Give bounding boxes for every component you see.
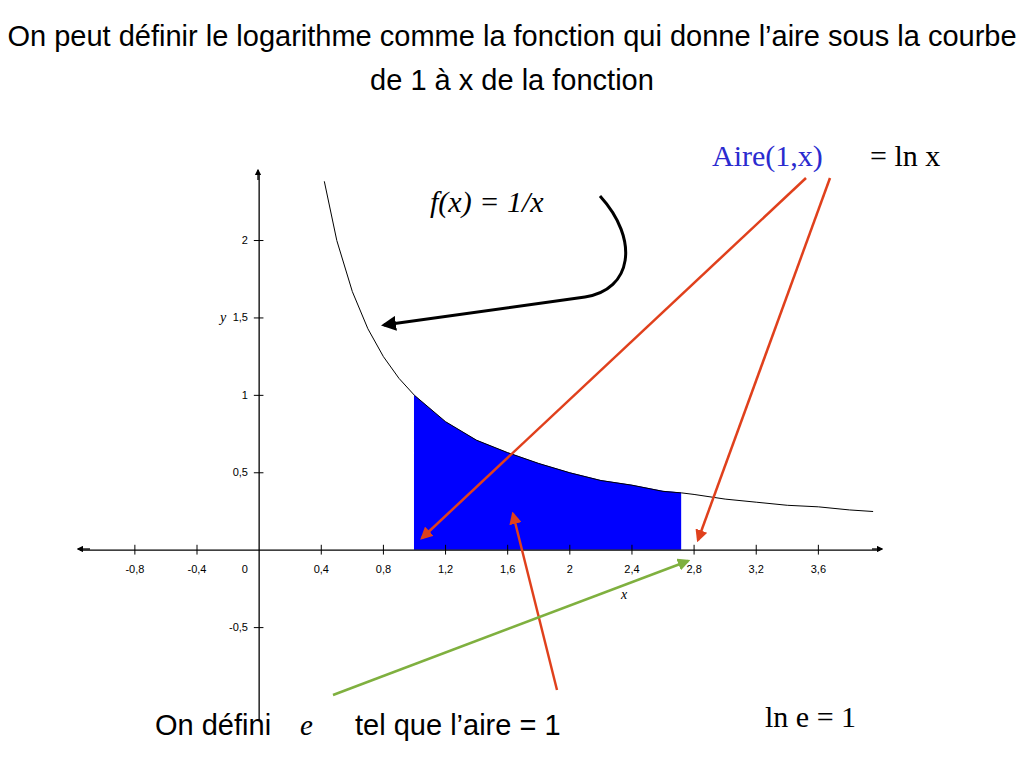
svg-text:ln e = 1: ln e = 1 [765,700,856,733]
html-text:On peut définir le logarithme: On peut définir le logarithme comme la f… [7,20,1017,96]
svg-text:3,2: 3,2 [749,563,764,575]
svg-text:e: e [300,709,313,741]
svg-text:-0,8: -0,8 [125,563,144,575]
svg-text:0,4: 0,4 [314,563,329,575]
svg-text:2: 2 [242,234,248,246]
svg-text:1,2: 1,2 [438,563,453,575]
svg-text:0,5: 0,5 [233,466,248,478]
svg-text:1,5: 1,5 [233,311,248,323]
svg-text:0,8: 0,8 [376,563,391,575]
svg-text:1,6: 1,6 [500,563,515,575]
svg-text:-0,4: -0,4 [188,563,207,575]
svg-text:2,4: 2,4 [624,563,639,575]
svg-text:-0,5: -0,5 [229,621,248,633]
svg-text:tel que l’aire = 1: tel que l’aire = 1 [355,709,561,741]
svg-text:2,8: 2,8 [686,563,701,575]
svg-text:y: y [218,310,227,325]
svg-text:f(x) = 1/x: f(x) = 1/x [430,185,544,219]
svg-text:On défini: On défini [155,709,271,741]
svg-text:= ln x: = ln x [870,139,940,172]
svg-text:0: 0 [242,563,248,575]
svg-text:Aire(1,x): Aire(1,x) [712,139,823,173]
svg-text:3,6: 3,6 [811,563,826,575]
svg-text:1: 1 [242,389,248,401]
svg-text:x: x [620,587,628,602]
svg-text:2: 2 [567,563,573,575]
